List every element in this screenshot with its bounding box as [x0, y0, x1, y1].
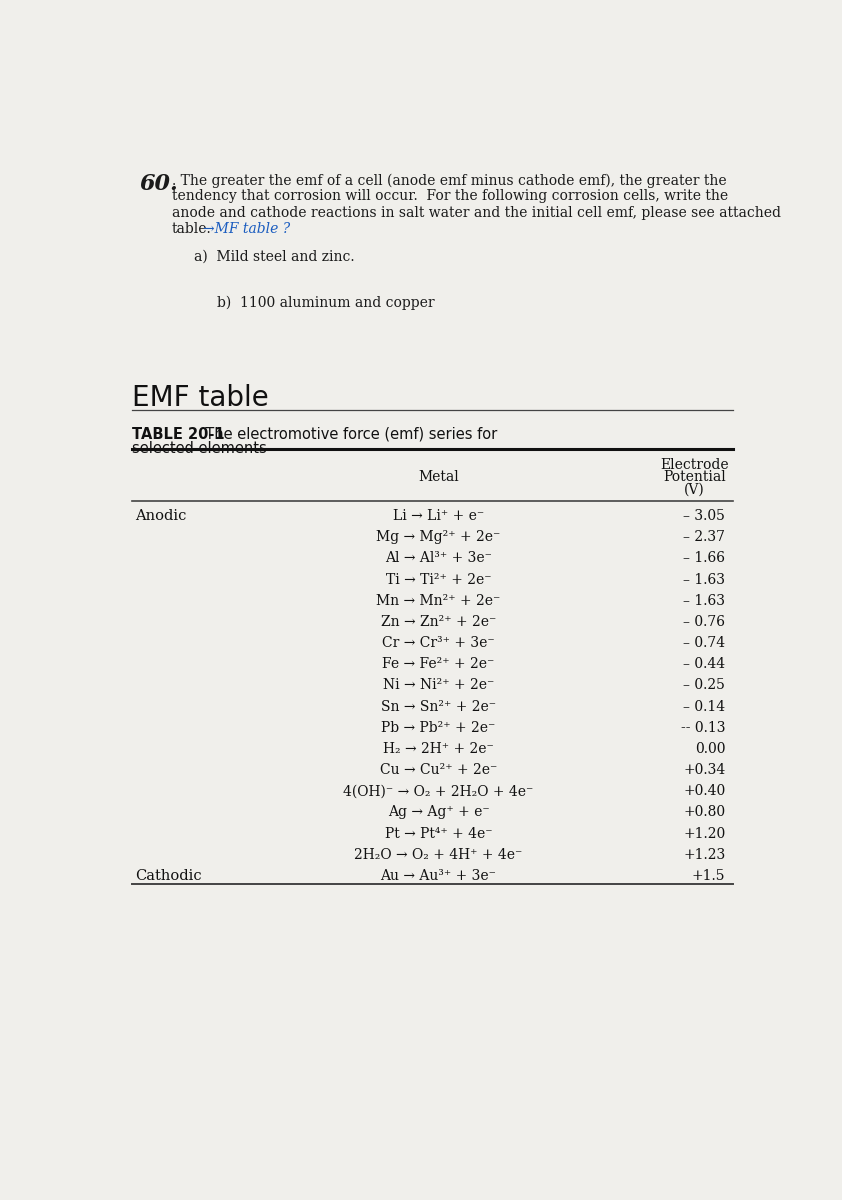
Text: b)  1100 aluminum and copper: b) 1100 aluminum and copper: [217, 295, 434, 310]
Text: Cu → Cu²⁺ + 2e⁻: Cu → Cu²⁺ + 2e⁻: [380, 763, 497, 778]
Text: Mn → Mn²⁺ + 2e⁻: Mn → Mn²⁺ + 2e⁻: [376, 594, 501, 607]
Text: +0.34: +0.34: [683, 763, 725, 778]
Text: Pt → Pt⁴⁺ + 4e⁻: Pt → Pt⁴⁺ + 4e⁻: [385, 827, 493, 841]
Text: Sn → Sn²⁺ + 2e⁻: Sn → Sn²⁺ + 2e⁻: [381, 700, 496, 714]
Text: – 0.14: – 0.14: [683, 700, 725, 714]
Text: Pb → Pb²⁺ + 2e⁻: Pb → Pb²⁺ + 2e⁻: [381, 721, 496, 734]
Text: . The greater the emf of a cell (anode emf minus cathode emf), the greater the: . The greater the emf of a cell (anode e…: [172, 173, 727, 187]
Text: -- 0.13: -- 0.13: [680, 721, 725, 734]
Text: selected elements: selected elements: [132, 442, 267, 456]
Text: +1.5: +1.5: [692, 869, 725, 883]
Text: Metal: Metal: [418, 470, 459, 485]
Text: Ag → Ag⁺ + e⁻: Ag → Ag⁺ + e⁻: [387, 805, 489, 820]
Text: a)  Mild steel and zinc.: a) Mild steel and zinc.: [194, 250, 354, 264]
Text: Cathodic: Cathodic: [135, 869, 201, 883]
Text: tendency that corrosion will occur.  For the following corrosion cells, write th: tendency that corrosion will occur. For …: [172, 190, 728, 204]
Text: Anodic: Anodic: [135, 509, 186, 523]
Text: Fe → Fe²⁺ + 2e⁻: Fe → Fe²⁺ + 2e⁻: [382, 658, 495, 671]
Text: Li → Li⁺ + e⁻: Li → Li⁺ + e⁻: [393, 509, 484, 523]
Text: The electromotive force (emf) series for: The electromotive force (emf) series for: [196, 426, 497, 442]
Text: – 0.76: – 0.76: [683, 614, 725, 629]
Text: Ti → Ti²⁺ + 2e⁻: Ti → Ti²⁺ + 2e⁻: [386, 572, 492, 587]
Text: – 0.44: – 0.44: [683, 658, 725, 671]
Text: – 3.05: – 3.05: [684, 509, 725, 523]
Text: +1.23: +1.23: [683, 847, 725, 862]
Text: →MF table ?: →MF table ?: [203, 222, 290, 235]
Text: 2H₂O → O₂ + 4H⁺ + 4e⁻: 2H₂O → O₂ + 4H⁺ + 4e⁻: [354, 847, 523, 862]
Text: Electrode: Electrode: [660, 458, 728, 472]
Text: Mg → Mg²⁺ + 2e⁻: Mg → Mg²⁺ + 2e⁻: [376, 530, 501, 544]
Text: – 1.66: – 1.66: [683, 551, 725, 565]
Text: – 2.37: – 2.37: [683, 530, 725, 544]
Text: 60.: 60.: [139, 173, 179, 196]
Text: +0.80: +0.80: [683, 805, 725, 820]
Text: TABLE 20-1: TABLE 20-1: [132, 426, 225, 442]
Text: – 0.25: – 0.25: [684, 678, 725, 692]
Text: Ni → Ni²⁺ + 2e⁻: Ni → Ni²⁺ + 2e⁻: [383, 678, 494, 692]
Text: EMF table: EMF table: [132, 384, 269, 413]
Text: – 1.63: – 1.63: [683, 594, 725, 607]
Text: 0.00: 0.00: [695, 742, 725, 756]
Text: +1.20: +1.20: [683, 827, 725, 841]
Text: Potential: Potential: [663, 470, 726, 485]
Text: (V): (V): [684, 482, 705, 497]
Text: table.: table.: [172, 222, 211, 235]
Text: +0.40: +0.40: [683, 785, 725, 798]
Text: H₂ → 2H⁺ + 2e⁻: H₂ → 2H⁺ + 2e⁻: [383, 742, 494, 756]
Text: – 0.74: – 0.74: [683, 636, 725, 650]
Text: Zn → Zn²⁺ + 2e⁻: Zn → Zn²⁺ + 2e⁻: [381, 614, 496, 629]
Text: anode and cathode reactions in salt water and the initial cell emf, please see a: anode and cathode reactions in salt wate…: [172, 205, 781, 220]
Text: 4(OH)⁻ → O₂ + 2H₂O + 4e⁻: 4(OH)⁻ → O₂ + 2H₂O + 4e⁻: [344, 785, 534, 798]
Text: – 1.63: – 1.63: [683, 572, 725, 587]
Text: Au → Au³⁺ + 3e⁻: Au → Au³⁺ + 3e⁻: [381, 869, 497, 883]
Text: Al → Al³⁺ + 3e⁻: Al → Al³⁺ + 3e⁻: [385, 551, 492, 565]
Text: Cr → Cr³⁺ + 3e⁻: Cr → Cr³⁺ + 3e⁻: [382, 636, 495, 650]
